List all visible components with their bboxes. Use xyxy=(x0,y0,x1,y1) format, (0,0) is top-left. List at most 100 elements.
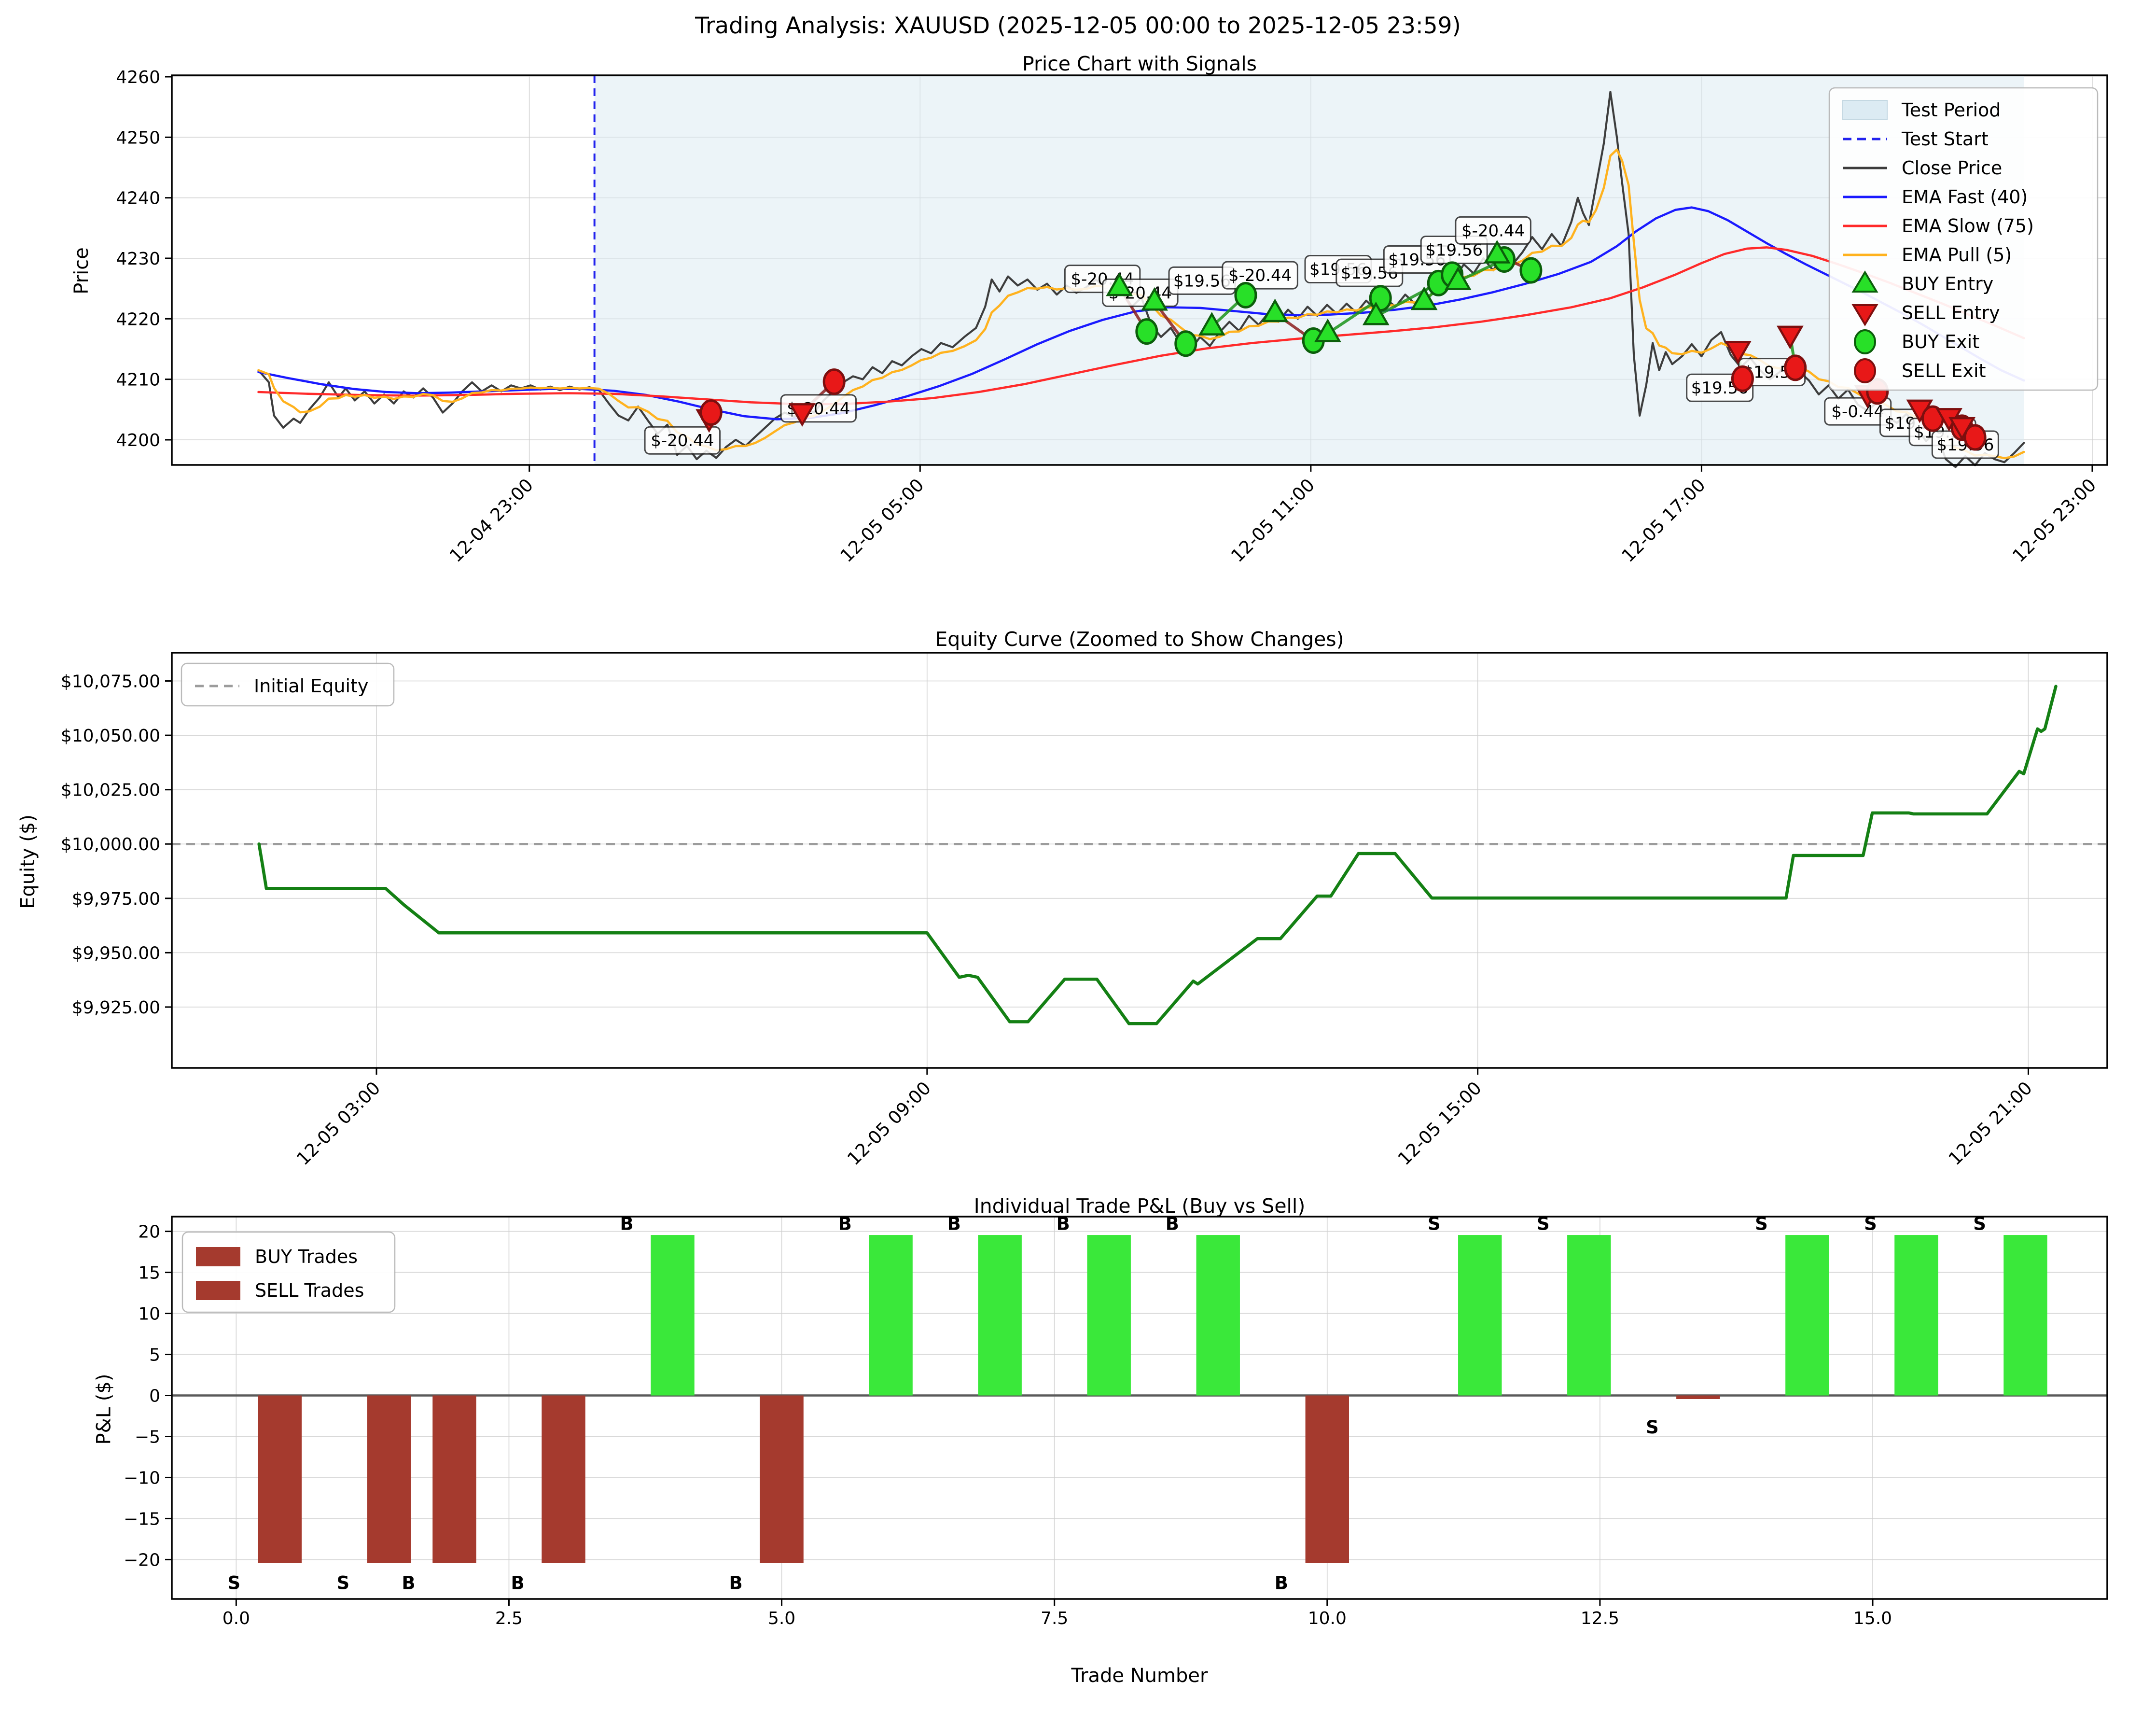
trade-pnl-annotation: $-0.44 xyxy=(1831,402,1884,421)
x-tick-label: 12-05 17:00 xyxy=(1618,475,1710,566)
y-tick-label: 4210 xyxy=(116,370,160,390)
y-tick-label: 4240 xyxy=(116,189,160,209)
legend-label: Initial Equity xyxy=(254,675,368,697)
equity-chart-title: Equity Curve (Zoomed to Show Changes) xyxy=(935,628,1344,651)
buy-entry-marker xyxy=(1410,286,1438,310)
price-chart-title: Price Chart with Signals xyxy=(1022,52,1257,75)
x-tick-label: 12.5 xyxy=(1581,1609,1619,1628)
legend-box xyxy=(181,662,395,707)
legend-label: Test Start xyxy=(1901,128,1989,150)
legend-swatch-buy-entry-icon xyxy=(1851,270,1878,293)
buy-exit-marker xyxy=(1519,257,1543,284)
x-tick-label: 12-05 21:00 xyxy=(1945,1078,2036,1169)
legend-swatch-trades xyxy=(196,1281,240,1300)
sell-trade-bar xyxy=(258,1395,302,1563)
y-tick-label: $10,075.00 xyxy=(61,672,160,692)
y-tick-label: $9,925.00 xyxy=(72,998,160,1018)
sell-exit-marker xyxy=(1963,424,1987,451)
trade-side-letter: B xyxy=(729,1573,743,1594)
trade-side-letter: B xyxy=(511,1573,524,1594)
legend-label: SELL Entry xyxy=(1902,302,2000,323)
pnl-chart-title: Individual Trade P&L (Buy vs Sell) xyxy=(974,1194,1306,1218)
buy-entry-marker xyxy=(1314,318,1341,342)
legend-swatch-test-period xyxy=(1842,100,1888,120)
trade-side-letter: S xyxy=(337,1573,350,1594)
sell-exit-marker xyxy=(1731,365,1754,392)
trade-pnl-annotation: $19.56 xyxy=(1173,271,1231,291)
legend-label: Test Period xyxy=(1901,99,2001,121)
x-tick-label: 7.5 xyxy=(1041,1609,1068,1628)
buy-trade-bar xyxy=(760,1395,804,1563)
trade-side-letter: S xyxy=(228,1573,241,1594)
trade-pnl-annotation-box xyxy=(1455,216,1531,245)
y-tick-label: 20 xyxy=(138,1222,160,1242)
y-tick-label: 0 xyxy=(149,1387,160,1406)
y-tick-label: −20 xyxy=(124,1550,160,1570)
y-tick-label: 4250 xyxy=(116,128,160,148)
x-tick-label: 0.0 xyxy=(223,1609,250,1628)
buy-trade-bar xyxy=(869,1235,913,1396)
equity-curve-line xyxy=(257,685,2058,1025)
x-tick-label: 15.0 xyxy=(1853,1609,1892,1628)
legend-swatch-sell-entry-icon xyxy=(1851,304,1878,326)
trade-pnl-annotation-box xyxy=(1222,261,1298,290)
sell-exit-marker xyxy=(1784,354,1807,381)
x-tick-label: 12-05 23:00 xyxy=(2008,475,2100,566)
trade-pnl-annotation: $-20.44 xyxy=(651,431,714,450)
legend-box xyxy=(1828,87,2099,391)
x-tick-label: 12-04 23:00 xyxy=(445,475,537,566)
x-tick-label: 12-05 11:00 xyxy=(1227,475,1319,566)
buy-trade-bar xyxy=(978,1235,1022,1396)
buy-entry-marker xyxy=(1483,239,1511,264)
buy-exit-marker xyxy=(1234,281,1257,308)
legend-label: EMA Fast (40) xyxy=(1902,186,2028,208)
price-chart: $-20.44$-20.44$-20.44$-20.44$19.56$-20.4… xyxy=(116,68,2108,566)
buy-exit-marker xyxy=(1135,318,1158,345)
x-tick-label: 10.0 xyxy=(1308,1609,1347,1628)
y-tick-label: $9,975.00 xyxy=(72,889,160,909)
buy-trade-bar xyxy=(1087,1235,1131,1396)
sell-trade-bar xyxy=(1894,1235,1938,1396)
legend-swatch-trades xyxy=(196,1247,240,1266)
ema-pull-line xyxy=(257,148,2025,460)
y-tick-label: $10,025.00 xyxy=(61,781,160,800)
trade-pnl-annotation-box xyxy=(644,426,721,455)
x-tick-label: 12-05 03:00 xyxy=(292,1078,384,1169)
plot-border xyxy=(171,652,2108,1069)
legend-swatch-buy-exit-icon xyxy=(1854,329,1876,354)
sell-trade-bar xyxy=(1567,1235,1611,1396)
x-tick-label: 2.5 xyxy=(495,1609,523,1628)
buy-entry-marker xyxy=(1444,266,1472,290)
legend-label: BUY Exit xyxy=(1902,331,1979,352)
y-tick-label: 10 xyxy=(138,1304,160,1324)
buy-entry-marker xyxy=(1362,301,1390,325)
sell-exit-marker xyxy=(822,368,846,395)
y-tick-label: −10 xyxy=(124,1468,160,1488)
buy-entry-marker xyxy=(1261,298,1289,322)
x-tick-label: 12-05 05:00 xyxy=(836,475,928,566)
legend-swatch-sell-exit-icon xyxy=(1854,358,1876,383)
sell-trade-bar xyxy=(1676,1395,1720,1399)
plot-border xyxy=(171,1216,2108,1600)
y-tick-label: 5 xyxy=(149,1346,160,1365)
sell-trade-bar xyxy=(367,1395,411,1563)
buy-trade-bar xyxy=(1305,1395,1349,1563)
buy-entry-marker xyxy=(1198,312,1225,336)
legend-label: BUY Entry xyxy=(1902,273,1993,294)
plot-border xyxy=(171,74,2108,466)
trade-side-letter: B xyxy=(1275,1573,1288,1594)
y-tick-label: −15 xyxy=(124,1509,160,1529)
buy-entry-marker xyxy=(1106,272,1133,296)
legend-label: EMA Pull (5) xyxy=(1902,244,2012,266)
buy-trade-bar xyxy=(1196,1235,1240,1396)
y-tick-label: 15 xyxy=(138,1263,160,1283)
trade-pnl-annotation: $-20.44 xyxy=(1461,221,1525,240)
pnl-xlabel: Trade Number xyxy=(1071,1665,1208,1687)
buy-exit-marker xyxy=(1174,330,1197,357)
x-tick-label: 12-05 09:00 xyxy=(843,1078,935,1169)
y-tick-label: 4260 xyxy=(116,68,160,87)
sell-exit-marker xyxy=(699,399,723,426)
legend-label: Close Price xyxy=(1902,157,2002,179)
